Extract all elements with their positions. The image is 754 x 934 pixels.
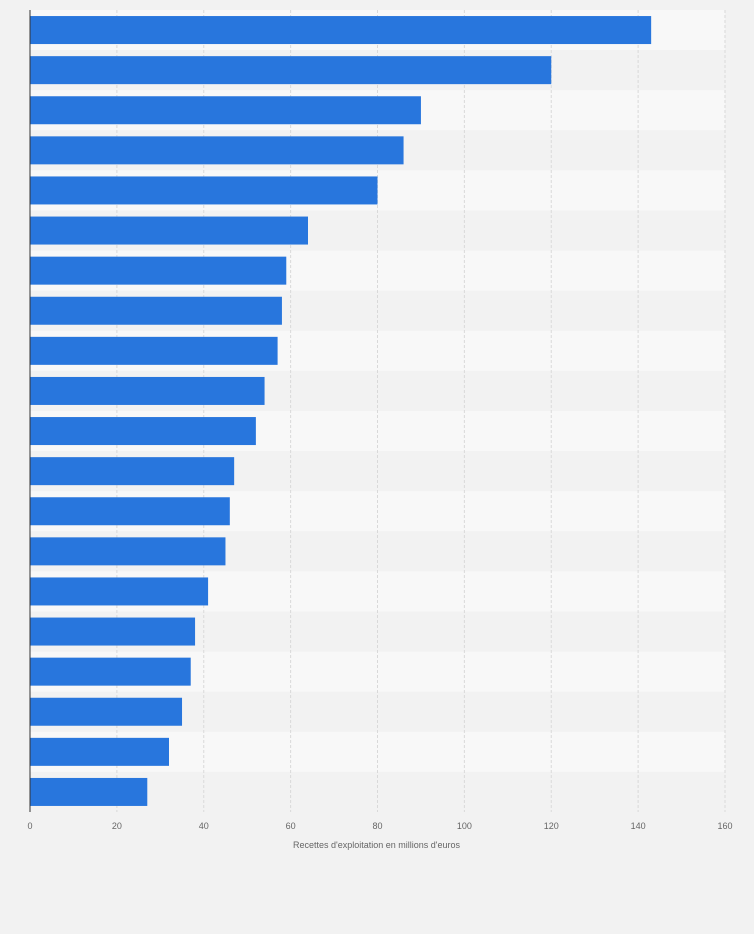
- x-tick-label: 160: [717, 821, 732, 831]
- x-tick-label: 140: [631, 821, 646, 831]
- bar[interactable]: [30, 577, 209, 606]
- bar[interactable]: [30, 136, 404, 165]
- bar[interactable]: [30, 617, 196, 646]
- bar[interactable]: [30, 777, 148, 806]
- x-tick-label: 0: [27, 821, 32, 831]
- bar[interactable]: [30, 737, 169, 766]
- bar[interactable]: [30, 336, 278, 365]
- bar[interactable]: [30, 16, 652, 45]
- bar[interactable]: [30, 256, 287, 285]
- bar[interactable]: [30, 417, 256, 446]
- bar[interactable]: [30, 697, 183, 726]
- x-tick-label: 80: [372, 821, 382, 831]
- bar[interactable]: [30, 216, 308, 245]
- bar[interactable]: [30, 176, 378, 205]
- x-tick-labels: 0 20 40 60 80 100 120 140 160: [27, 821, 732, 831]
- x-tick-label: 40: [199, 821, 209, 831]
- x-tick-label: 120: [544, 821, 559, 831]
- bar[interactable]: [30, 657, 191, 686]
- x-axis-label: Recettes d'exploitation en millions d'eu…: [293, 840, 461, 850]
- bar[interactable]: [30, 296, 282, 325]
- x-tick-label: 60: [286, 821, 296, 831]
- x-tick-label: 100: [457, 821, 472, 831]
- bar[interactable]: [30, 457, 235, 486]
- gridlines: [116, 10, 726, 812]
- bar[interactable]: [30, 56, 552, 85]
- bar[interactable]: [30, 537, 226, 566]
- bar[interactable]: [30, 96, 421, 125]
- bars: [30, 16, 652, 806]
- x-tick-label: 20: [112, 821, 122, 831]
- bar[interactable]: [30, 497, 230, 526]
- bar[interactable]: [30, 376, 265, 405]
